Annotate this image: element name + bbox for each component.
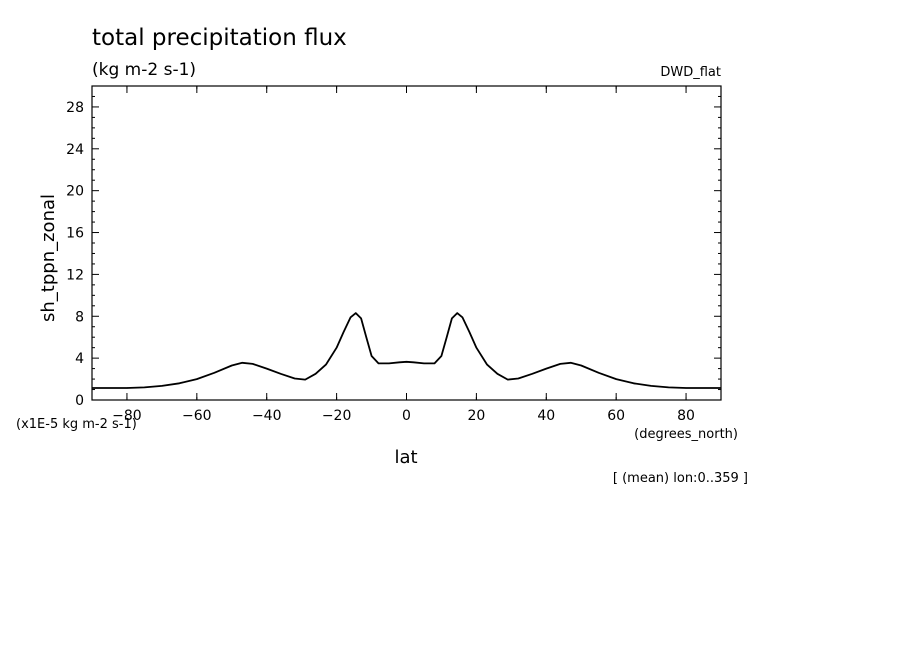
model-label: DWD_flat (660, 65, 721, 80)
x-tick-label: −80 (112, 408, 142, 424)
y-tick-label: 8 (75, 309, 84, 325)
y-axis-label: sh_tppn_zonal (38, 194, 59, 322)
y-tick-label: 4 (75, 351, 84, 367)
y-tick-label: 24 (66, 142, 84, 158)
y-tick-label: 0 (75, 393, 84, 409)
x-tick-label: 20 (467, 408, 485, 424)
plot-frame (91, 85, 722, 401)
x-tick-label: −20 (322, 408, 352, 424)
x-units-label: (degrees_north) (634, 427, 738, 442)
x-tick-label: −40 (252, 408, 282, 424)
scale-note: (x1E-5 kg m-2 s-1) (16, 417, 137, 432)
x-axis-label: lat (394, 447, 417, 468)
x-tick-label: 60 (607, 408, 625, 424)
x-tick-label: 40 (537, 408, 555, 424)
chart-title: total precipitation flux (92, 25, 347, 51)
x-tick-label: 80 (677, 408, 695, 424)
y-tick-label: 20 (66, 184, 84, 200)
plot-axes (91, 85, 722, 401)
x-tick-label: 0 (402, 408, 411, 424)
chart-units: (kg m-2 s-1) (92, 60, 196, 80)
x-axis-ticks: −80 −60 −40 −20 0 20 40 60 80 (112, 86, 695, 424)
series-line (92, 312, 721, 389)
data-lines (92, 312, 721, 389)
footnote: [ (mean) lon:0..359 ] (613, 471, 748, 486)
y-tick-label: 28 (66, 100, 84, 116)
y-tick-label: 12 (66, 267, 84, 283)
y-tick-label: 16 (66, 226, 84, 242)
y-axis-ticks: 0 4 8 12 16 20 24 28 (66, 100, 721, 409)
x-tick-label: −60 (182, 408, 212, 424)
